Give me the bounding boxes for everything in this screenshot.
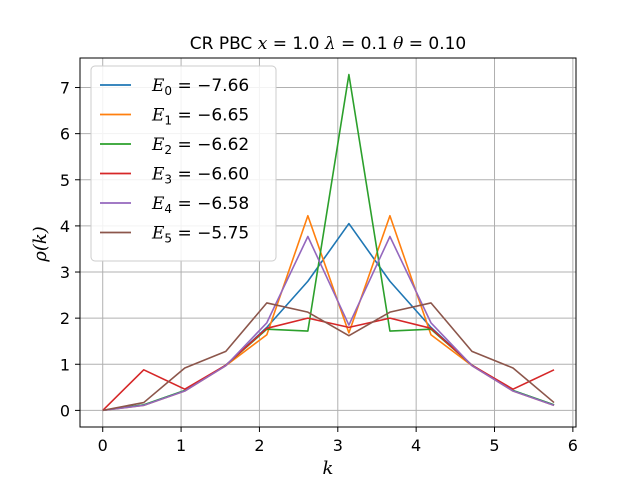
y-tick-label: 3 (60, 263, 70, 282)
legend-label-e1: E1 = −6.65 (151, 106, 249, 128)
y-tick-label: 2 (60, 309, 70, 328)
x-tick-label: 3 (333, 436, 343, 455)
x-tick-label: 5 (489, 436, 499, 455)
title-var-lambda: λ (324, 34, 336, 54)
title-text-3: = 0.1 (341, 34, 393, 54)
y-tick-label: 1 (60, 355, 70, 374)
y-tick-label: 7 (60, 79, 70, 98)
x-tick-label: 2 (254, 436, 264, 455)
y-tick-label: 6 (60, 125, 70, 144)
series-line-e4 (102, 235, 555, 412)
y-axis-title: ρ(k) (30, 226, 51, 263)
legend-label-e2: E2 = −6.62 (151, 135, 249, 157)
legend-label-e4: E4 = −6.58 (151, 194, 249, 216)
series-line-e5 (102, 302, 555, 412)
x-axis-title: k (323, 458, 334, 479)
x-axis: 0 1 2 3 4 5 6 (98, 427, 578, 455)
x-tick-label: 1 (176, 436, 186, 455)
y-tick-label: 5 (60, 171, 70, 190)
title-text-1: CR PBC (190, 34, 258, 54)
x-tick-label: 6 (568, 436, 578, 455)
legend-label-e5: E5 = −5.75 (151, 224, 249, 246)
title-var-theta: θ (393, 34, 403, 54)
y-tick-label: 0 (60, 401, 70, 420)
series-layer (102, 73, 555, 412)
legend-box (90, 65, 277, 262)
legend: E0 = −7.66 E1 = −6.65 E2 = −6.62 E3 = −6.60… (90, 65, 277, 262)
title-text-4: = 0.10 (409, 34, 467, 54)
legend-label-e0: E0 = −7.66 (151, 76, 249, 98)
legend-label-e3: E3 = −6.60 (151, 165, 249, 187)
x-tick-label: 4 (411, 436, 421, 455)
title-var-x: x (258, 34, 268, 54)
y-tick-label: 4 (60, 217, 70, 236)
title-text-2: = 1.0 (273, 34, 325, 54)
plot-frame (79, 57, 577, 428)
chart-title: CR PBC x = 1.0 λ = 0.1 θ = 0.10 (190, 34, 467, 54)
x-tick-label: 0 (98, 436, 108, 455)
y-axis: 0 1 2 3 4 5 6 7 (60, 79, 80, 420)
